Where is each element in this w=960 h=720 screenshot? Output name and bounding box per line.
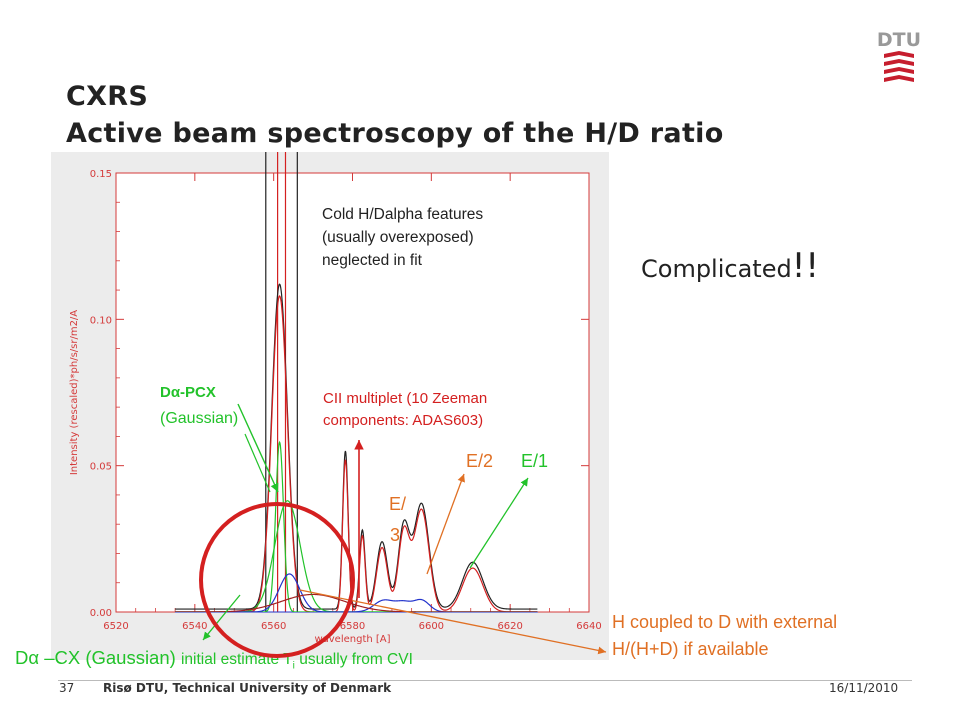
cii-note-line-2: components: ADAS603) bbox=[323, 412, 484, 429]
dcx-subscript: i bbox=[292, 660, 295, 672]
h-coupled-line-1: H coupled to D with external bbox=[612, 612, 838, 632]
dtu-logo: DTU bbox=[877, 29, 921, 82]
footer-date: 16/11/2010 bbox=[829, 681, 899, 695]
series-line-4 bbox=[175, 573, 538, 612]
y-tick-label: 0.05 bbox=[90, 462, 112, 473]
x-axis-label: wavelength [A] bbox=[314, 634, 390, 645]
e2-arrow-icon bbox=[426, 473, 465, 575]
logo-mark-icon bbox=[884, 51, 914, 82]
footer-organization: Risø DTU, Technical University of Denmar… bbox=[103, 681, 392, 695]
e2-label: E/2 bbox=[466, 451, 494, 471]
d-alpha-highlight-circle bbox=[199, 502, 355, 658]
title-line-2: Active beam spectroscopy of the H/D rati… bbox=[66, 118, 724, 149]
complicated-bang: !! bbox=[791, 246, 819, 286]
cii-multiplet-note: CII multiplet (10 Zeeman components: ADA… bbox=[323, 388, 487, 432]
cold-note-line-2: (usually overexposed) bbox=[322, 229, 474, 246]
cold-note-line-3: neglected in fit bbox=[322, 252, 422, 269]
y-axis-label: Intensity (rescaled)*ph/s/sr/m2/A bbox=[69, 310, 80, 475]
x-tick-label: 6560 bbox=[261, 621, 286, 632]
complicated-text: Complicated bbox=[641, 255, 792, 283]
e3-label-line-2: 3 bbox=[390, 525, 401, 545]
dpcx-gaussian-label: (Gaussian) bbox=[160, 410, 239, 427]
page-title: CXRS Active beam spectroscopy of the H/D… bbox=[66, 78, 724, 152]
x-tick-label: 6640 bbox=[576, 621, 601, 632]
y-tick-label: 0.00 bbox=[90, 608, 112, 619]
y-tick-label: 0.15 bbox=[90, 169, 112, 180]
dcx-main-text: Dα –CX (Gaussian) bbox=[15, 647, 181, 668]
footer-divider bbox=[58, 680, 912, 681]
x-tick-label: 6580 bbox=[340, 621, 365, 632]
dpcx-arrow-icon bbox=[237, 403, 279, 493]
y-tick-label: 0.10 bbox=[90, 315, 112, 326]
x-tick-label: 6520 bbox=[103, 621, 128, 632]
dcx-arrow-icon bbox=[202, 594, 241, 641]
series-line-5 bbox=[175, 593, 538, 612]
h-coupled-arrow-icon bbox=[299, 589, 607, 655]
x-tick-label: 6600 bbox=[419, 621, 444, 632]
e3-label-line-1: E/ bbox=[389, 494, 407, 514]
cii-note-line-1: CII multiplet (10 Zeeman bbox=[323, 390, 488, 407]
dpcx-pointer-line bbox=[244, 433, 271, 493]
spectrum-chart: 0.00 0.05 0.10 0.15 6520 6540 6560 6580 6600 6620… bbox=[69, 152, 602, 645]
cold-features-note: Cold H/Dalpha features (usually overexpo… bbox=[322, 203, 483, 272]
title-line-1: CXRS bbox=[66, 81, 149, 112]
cold-note-line-1: Cold H/Dalpha features bbox=[322, 206, 484, 223]
footer-page-number: 37 bbox=[59, 681, 75, 695]
h-coupled-note: H coupled to D with external H/(H+D) if … bbox=[612, 609, 837, 663]
e1-arrow-icon bbox=[469, 477, 529, 569]
e1-label: E/1 bbox=[521, 451, 549, 471]
plot-area bbox=[116, 173, 589, 612]
complicated-label: Complicated!! bbox=[641, 246, 819, 286]
dpcx-label: Dα-PCX bbox=[160, 384, 216, 401]
logo-text: DTU bbox=[877, 29, 921, 51]
dcx-tail-text: usually from CVI bbox=[294, 651, 413, 668]
h-coupled-line-2: H/(H+D) if available bbox=[612, 639, 769, 659]
x-tick-label: 6620 bbox=[497, 621, 522, 632]
dcx-note: Dα –CX (Gaussian) initial estimate Ti us… bbox=[15, 647, 413, 672]
x-tick-label: 6540 bbox=[182, 621, 207, 632]
